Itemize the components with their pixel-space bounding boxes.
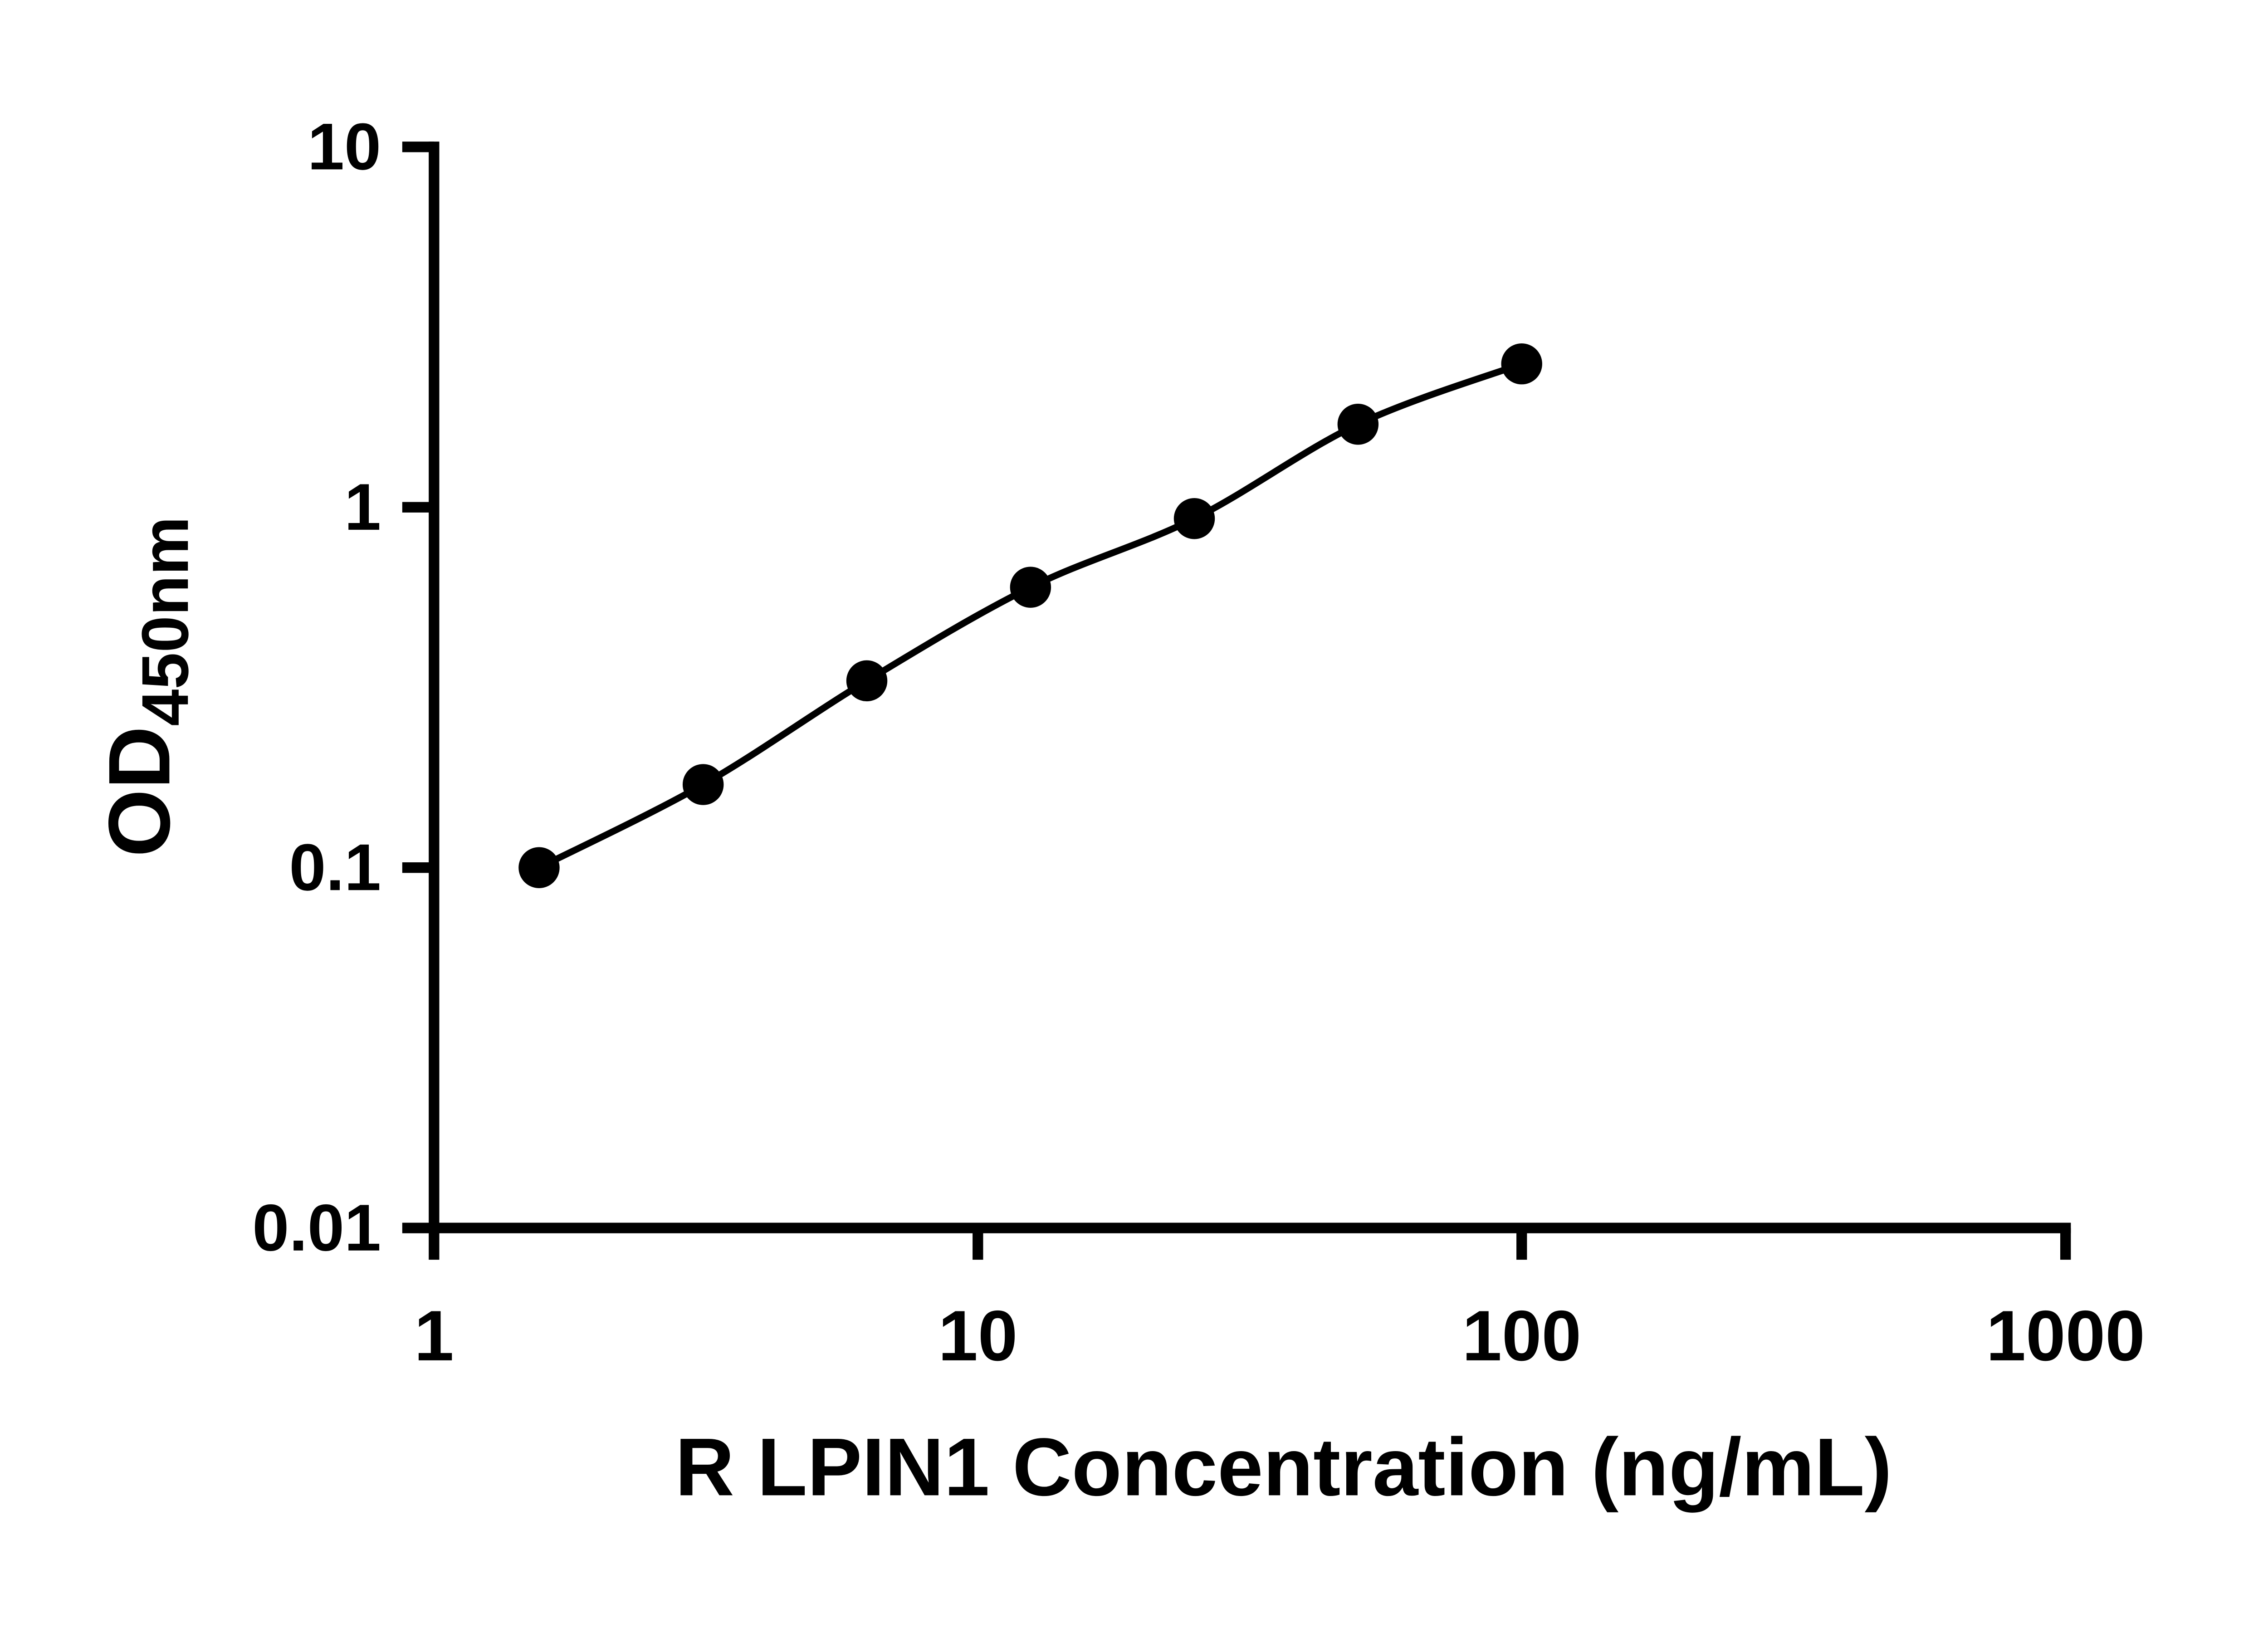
data-point [518, 847, 560, 888]
data-point [1010, 567, 1051, 608]
data-point [846, 660, 888, 702]
y-axis-title: OD450nm [90, 517, 202, 857]
x-tick-label: 100 [1462, 1296, 1581, 1376]
elisa-standard-curve-figure: 1 10 100 1000 0.01 0.1 1 10 R LPIN1 Concentratio… [90, 109, 2145, 1513]
data-point [1501, 343, 1542, 385]
x-tick-label: 10 [938, 1296, 1017, 1376]
data-point [682, 764, 724, 805]
data-point [1337, 404, 1379, 445]
x-tick-label: 1000 [1986, 1296, 2145, 1376]
y-tick-label: 0.01 [252, 1191, 381, 1265]
x-axis-title: R LPIN1 Concentration (ng/mL) [675, 1421, 1892, 1513]
data-point [1173, 498, 1215, 539]
x-tick-label: 1 [414, 1296, 454, 1376]
chart-canvas: 1 10 100 1000 0.01 0.1 1 10 R LPIN1 Concentratio… [90, 109, 2145, 1513]
y-tick-label: 0.1 [289, 830, 381, 904]
y-tick-label: 1 [344, 470, 381, 544]
y-tick-label: 10 [308, 109, 381, 183]
